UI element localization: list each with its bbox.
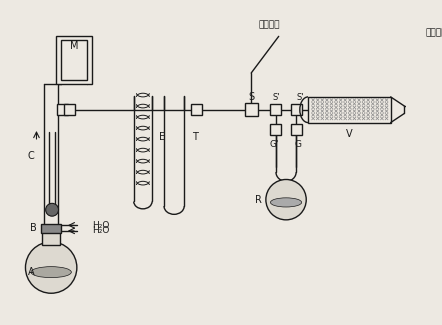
Bar <box>271 124 282 136</box>
Text: E: E <box>160 132 166 142</box>
Text: A: A <box>28 267 34 277</box>
Bar <box>41 224 61 233</box>
Bar <box>291 124 301 136</box>
Text: M: M <box>70 41 78 50</box>
Text: 至通风橱: 至通风橱 <box>259 21 280 30</box>
Text: C: C <box>27 150 34 161</box>
Bar <box>42 228 61 245</box>
Bar <box>61 40 87 80</box>
Ellipse shape <box>46 203 58 216</box>
Bar <box>291 104 301 115</box>
Text: G: G <box>294 140 301 149</box>
Ellipse shape <box>31 266 71 278</box>
Text: S: S <box>248 92 254 102</box>
Bar <box>191 104 202 115</box>
Text: R: R <box>255 195 262 205</box>
Text: G': G' <box>269 140 279 149</box>
Text: 至通风橱: 至通风橱 <box>426 28 442 37</box>
Bar <box>56 36 92 84</box>
Bar <box>308 97 391 123</box>
Bar <box>64 104 75 115</box>
Bar <box>57 104 68 115</box>
Text: V: V <box>346 129 353 138</box>
Text: B: B <box>30 223 37 233</box>
Text: H₂O: H₂O <box>92 221 110 230</box>
Text: T: T <box>191 132 198 142</box>
Bar <box>271 104 282 115</box>
Text: H₂O: H₂O <box>92 226 110 235</box>
Circle shape <box>266 179 306 220</box>
Circle shape <box>26 242 77 293</box>
Ellipse shape <box>271 198 301 207</box>
Text: S': S' <box>296 93 304 102</box>
Bar <box>245 103 258 116</box>
Text: S': S' <box>272 93 280 102</box>
